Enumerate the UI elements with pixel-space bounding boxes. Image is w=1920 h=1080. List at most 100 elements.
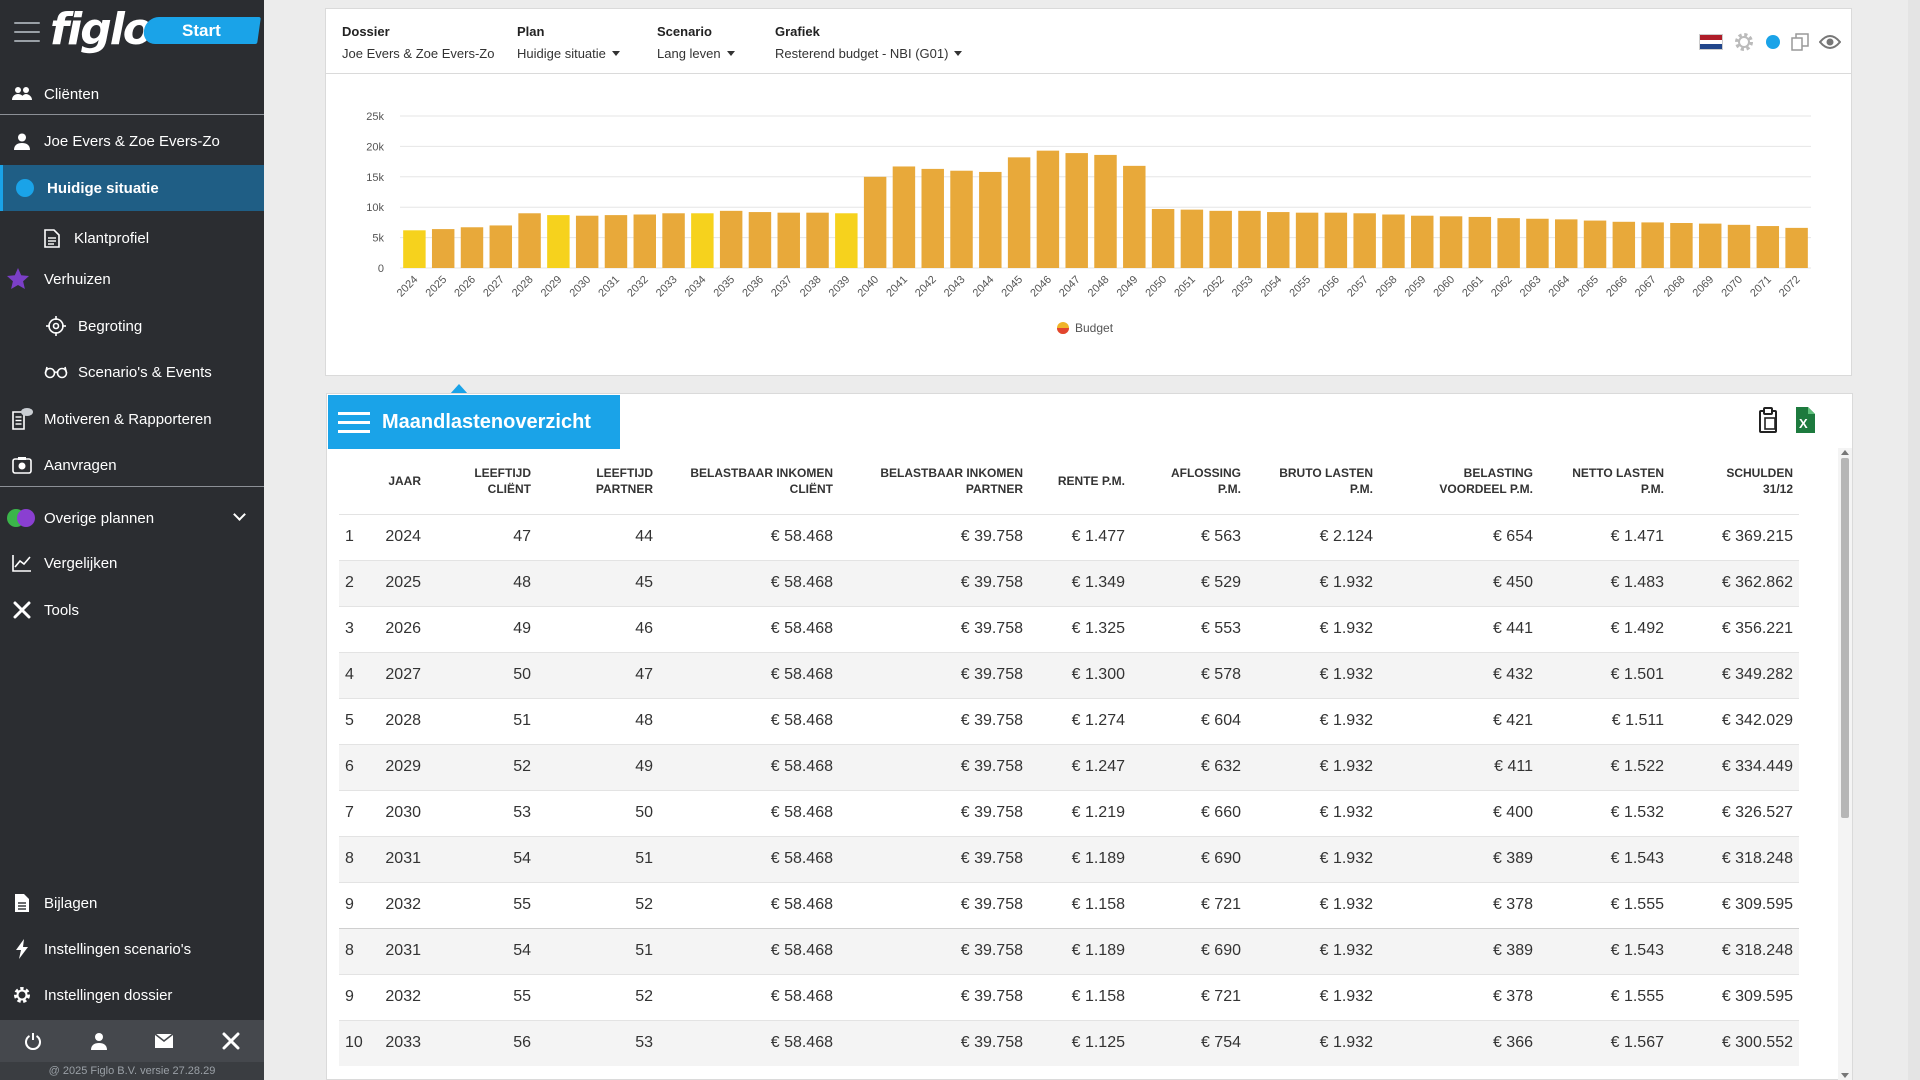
chart-bar[interactable] <box>1698 223 1722 268</box>
chart-bar[interactable] <box>1382 214 1405 268</box>
grafiek-dropdown[interactable]: Resterend budget - NBI (G01) <box>775 46 963 61</box>
dutch-flag-icon[interactable] <box>1699 34 1723 50</box>
chart-bar[interactable] <box>950 170 973 268</box>
sidebar-item-aanvragen[interactable]: Aanvragen <box>0 442 264 488</box>
scroll-up-icon[interactable] <box>1841 450 1849 455</box>
tab-maandlastenoverzicht[interactable]: Maandlastenoverzicht <box>328 395 620 449</box>
chart-bar[interactable] <box>1324 212 1348 268</box>
chart-bar[interactable] <box>604 215 628 268</box>
chart-bar[interactable] <box>1209 210 1232 268</box>
chart-bar[interactable] <box>1526 218 1549 268</box>
chart-bar[interactable] <box>662 213 685 268</box>
table-row[interactable]: 4 2027 50 47 € 58.468 € 39.758 € 1.300 € 578 € 1… <box>339 651 1799 698</box>
chart-bar[interactable] <box>489 225 513 268</box>
chart-bar[interactable] <box>1555 219 1578 268</box>
table-row[interactable]: 6 2029 52 49 € 58.468 € 39.758 € 1.247 € 632 € 1… <box>339 743 1799 790</box>
chart-bar[interactable] <box>1583 220 1607 268</box>
chart-bar[interactable] <box>1439 216 1463 268</box>
chart-bar[interactable] <box>1123 165 1146 268</box>
sidebar-item-huidige-situatie[interactable]: Huidige situatie <box>0 165 264 211</box>
chart-bar[interactable] <box>892 166 916 268</box>
excel-icon[interactable]: X <box>1794 406 1816 434</box>
chart-bar[interactable] <box>403 230 426 268</box>
chart-bar[interactable] <box>806 212 829 268</box>
chevron-down-icon[interactable] <box>233 508 246 521</box>
chart-bar[interactable] <box>835 213 858 268</box>
chart-bar[interactable] <box>979 171 1002 268</box>
mail-icon[interactable] <box>155 1034 174 1048</box>
table-row[interactable]: 2 2025 48 45 € 58.468 € 39.758 € 1.349 € 529 € 1… <box>339 559 1799 606</box>
sidebar-item-bijlagen[interactable]: Bijlagen <box>0 880 264 926</box>
chart-bar[interactable] <box>1007 157 1031 268</box>
chart-bar[interactable] <box>1036 150 1060 268</box>
sidebar-item-begroting[interactable]: Begroting <box>0 303 264 349</box>
sidebar-item-overige-plannen[interactable]: Overige plannen <box>0 495 264 541</box>
sidebar-item-klantprofiel[interactable]: Klantprofiel <box>0 215 264 261</box>
sidebar-item-vergelijken[interactable]: Vergelijken <box>0 540 264 586</box>
table-row[interactable]: 9 2032 55 52 € 58.468 € 39.758 € 1.158 € 721 € 1… <box>339 973 1799 1020</box>
chart-bar[interactable] <box>777 212 800 268</box>
plan-dot-icon[interactable] <box>1765 34 1781 50</box>
menu-icon[interactable] <box>14 22 40 42</box>
dossier-value[interactable]: Joe Evers & Zoe Evers-Zo <box>342 46 495 61</box>
chart-bar[interactable] <box>1468 216 1492 268</box>
table-scrollbar[interactable] <box>1838 448 1852 1080</box>
chart-bar[interactable] <box>1238 210 1261 268</box>
chart-bar[interactable] <box>691 213 714 268</box>
chart-bar[interactable] <box>1094 154 1117 268</box>
sidebar-item-verhuizen[interactable]: Verhuizen <box>0 256 264 302</box>
table-row[interactable]: 1 2024 47 44 € 58.468 € 39.758 € 1.477 € 563 € 2… <box>339 513 1799 560</box>
table-row[interactable]: 8 2031 54 51 € 58.468 € 39.758 € 1.189 € 690 € 1… <box>339 927 1799 974</box>
tools-icon[interactable] <box>222 1032 240 1050</box>
chart-bar[interactable] <box>575 215 599 268</box>
copy-icon[interactable] <box>1791 33 1809 51</box>
sidebar-item-instellingen-scenarios[interactable]: Instellingen scenario's <box>0 926 264 972</box>
page-scrollbar[interactable] <box>1908 0 1920 1080</box>
chart-bar[interactable] <box>1411 215 1434 268</box>
sidebar-item-instellingen-dossier[interactable]: Instellingen dossier <box>0 972 264 1018</box>
start-button[interactable]: Start <box>142 17 261 44</box>
chart-bar[interactable] <box>1756 226 1780 268</box>
plan-dropdown[interactable]: Huidige situatie <box>517 46 620 61</box>
eye-icon[interactable] <box>1819 34 1841 50</box>
chart-bar[interactable] <box>633 214 656 268</box>
chart-bar[interactable] <box>547 215 570 268</box>
chart-bar[interactable] <box>1612 221 1636 268</box>
sidebar-item-clienten[interactable]: Cliënten <box>0 71 264 117</box>
chart-bar[interactable] <box>1267 212 1290 268</box>
chart-bar[interactable] <box>1295 212 1319 268</box>
figlo-logo[interactable]: figlo <box>50 4 153 55</box>
chart-bar[interactable] <box>1670 223 1693 268</box>
chart-bar[interactable] <box>748 212 772 268</box>
chart-bar[interactable] <box>1727 224 1751 268</box>
user-icon[interactable] <box>90 1032 107 1050</box>
table-row[interactable]: 5 2028 51 48 € 58.468 € 39.758 € 1.274 € 604 € 1… <box>339 697 1799 744</box>
table-row[interactable]: 9 2032 55 52 € 58.468 € 39.758 € 1.158 € 721 € 1… <box>339 881 1799 929</box>
sidebar-item-motiveren-rapporteren[interactable]: Motiveren & Rapporteren <box>0 396 264 442</box>
chart-bar[interactable] <box>1180 209 1204 268</box>
chart-legend[interactable]: Budget <box>1057 321 1114 335</box>
chart-bar[interactable] <box>1497 218 1520 268</box>
table-row[interactable]: 7 2030 53 50 € 58.468 € 39.758 € 1.219 € 660 € 1… <box>339 789 1799 836</box>
chart-bar[interactable] <box>431 229 455 268</box>
scenario-dropdown[interactable]: Lang leven <box>657 46 735 61</box>
sidebar-item-dossier[interactable]: Joe Evers & Zoe Evers-Zo <box>0 118 264 164</box>
chart-bar[interactable] <box>1353 213 1376 268</box>
menu-icon[interactable] <box>338 411 370 433</box>
chart-bar[interactable] <box>921 168 944 268</box>
chart-bar[interactable] <box>1151 209 1175 268</box>
sidebar-item-scenarios-events[interactable]: Scenario's & Events <box>0 349 264 395</box>
power-icon[interactable] <box>24 1032 42 1050</box>
table-row[interactable]: 3 2026 49 46 € 58.468 € 39.758 € 1.325 € 553 € 1… <box>339 605 1799 652</box>
scrollbar-thumb[interactable] <box>1841 458 1849 818</box>
chart-bar[interactable] <box>719 210 743 268</box>
chart-bar[interactable] <box>518 213 541 268</box>
chart-bar[interactable] <box>1065 153 1088 268</box>
chart-bar[interactable] <box>460 227 484 268</box>
chart-bar[interactable] <box>1785 227 1808 268</box>
table-row[interactable]: 10 2033 56 53 € 58.468 € 39.758 € 1.125 € 754 € … <box>339 1019 1799 1066</box>
chart-bar[interactable] <box>863 176 887 268</box>
sidebar-item-tools[interactable]: Tools <box>0 587 264 633</box>
chart-bar[interactable] <box>1641 222 1664 268</box>
table-row[interactable]: 8 2031 54 51 € 58.468 € 39.758 € 1.189 € 690 € 1… <box>339 835 1799 882</box>
